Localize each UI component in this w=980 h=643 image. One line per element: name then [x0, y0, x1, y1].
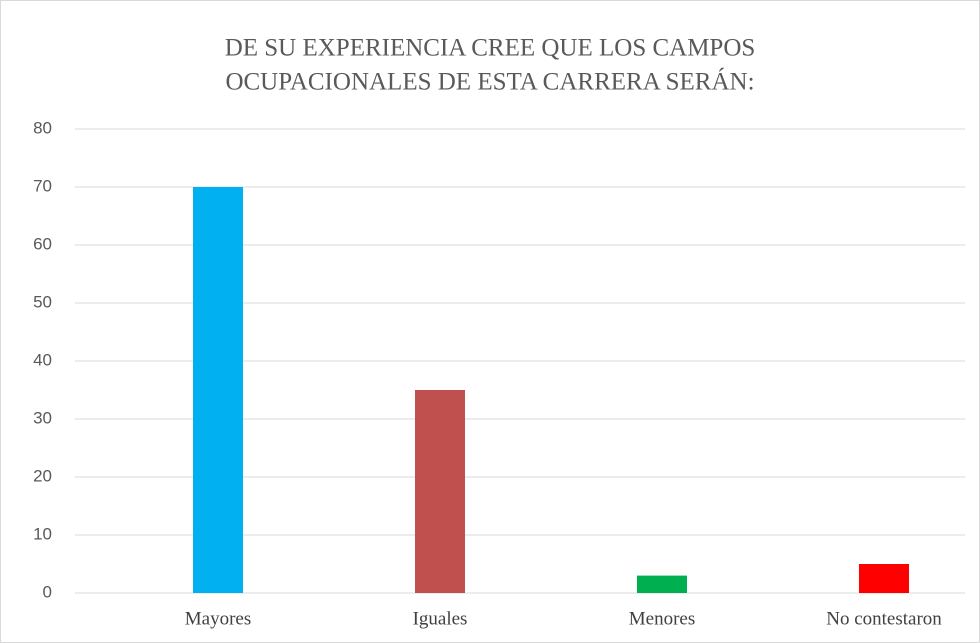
bar: [415, 390, 465, 593]
y-tick-label: 20: [33, 466, 52, 485]
x-tick-label: Mayores: [185, 608, 251, 629]
y-tick-label: 80: [33, 118, 52, 137]
bar: [859, 564, 909, 593]
x-tick-label: Menores: [629, 608, 695, 629]
y-tick-label: 50: [33, 292, 52, 311]
chart-title: OCUPACIONALES DE ESTA CARRERA SERÁN:: [225, 68, 754, 96]
y-tick-label: 70: [33, 176, 52, 195]
chart-title: DE SU EXPERIENCIA CREE QUE LOS CAMPOS: [225, 35, 756, 62]
bar: [637, 575, 687, 593]
y-tick-label: 0: [43, 582, 52, 601]
x-tick-label: Iguales: [413, 608, 468, 629]
y-tick-label: 10: [33, 524, 52, 543]
bar: [193, 187, 243, 593]
y-tick-label: 60: [33, 234, 52, 253]
x-tick-label: No contestaron: [826, 608, 942, 629]
y-tick-label: 40: [33, 350, 52, 369]
y-tick-label: 30: [33, 408, 52, 427]
